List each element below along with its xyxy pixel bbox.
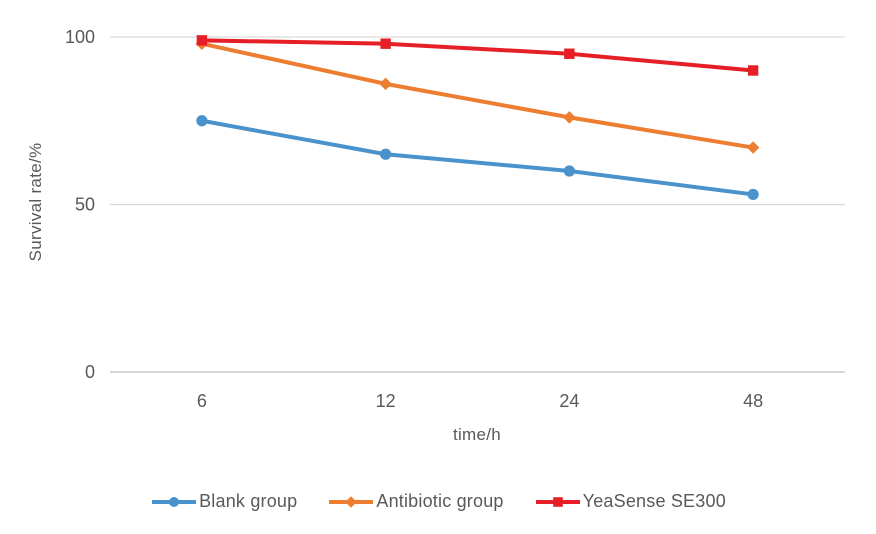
legend-swatch-diamond-icon <box>329 495 374 508</box>
square-marker <box>564 48 575 59</box>
legend-label: YeaSense SE300 <box>582 491 726 511</box>
square-marker <box>196 35 208 46</box>
y-tick-label: 100 <box>65 27 95 47</box>
legend-swatch-circle-icon <box>152 496 197 507</box>
square-marker <box>552 496 563 507</box>
circle-marker <box>747 188 759 201</box>
legend-item-yeasense-se300: YeaSense SE300 <box>534 491 726 512</box>
circle-marker <box>169 496 180 507</box>
legend-item-blank-group: Blank group <box>150 491 297 512</box>
legend-label: Antibiotic group <box>376 491 504 511</box>
legend-item-antibiotic-group: Antibiotic group <box>327 491 503 512</box>
x-tick-label: 12 <box>376 391 396 411</box>
y-tick-label: 50 <box>75 195 95 215</box>
circle-marker <box>196 115 208 127</box>
plot-area: 0 50 100 6 12 24 48 <box>65 27 845 411</box>
diamond-marker <box>746 141 760 154</box>
y-tick-label: 0 <box>85 362 95 382</box>
x-tick-label: 6 <box>197 391 207 411</box>
x-tick-label: 48 <box>743 391 763 411</box>
legend-label: Blank group <box>199 491 298 511</box>
diamond-marker <box>345 495 358 508</box>
diamond-marker <box>379 77 392 91</box>
x-tick-label: 24 <box>559 391 579 411</box>
square-marker <box>380 38 391 49</box>
x-axis-title: time/h <box>452 425 502 444</box>
square-marker <box>747 65 759 76</box>
series-line-antibiotic-group <box>199 41 756 150</box>
legend-swatch-square-icon <box>535 496 580 507</box>
circle-marker <box>563 165 575 177</box>
y-axis-title: Survival rate/% <box>26 142 45 262</box>
circle-marker <box>380 148 392 160</box>
legend: Blank group Antibiotic group YeaSense SE30… <box>0 491 876 512</box>
diamond-marker <box>563 111 576 124</box>
series-line-blank-group <box>199 118 756 197</box>
series-line-yeasense-se300 <box>199 38 756 73</box>
